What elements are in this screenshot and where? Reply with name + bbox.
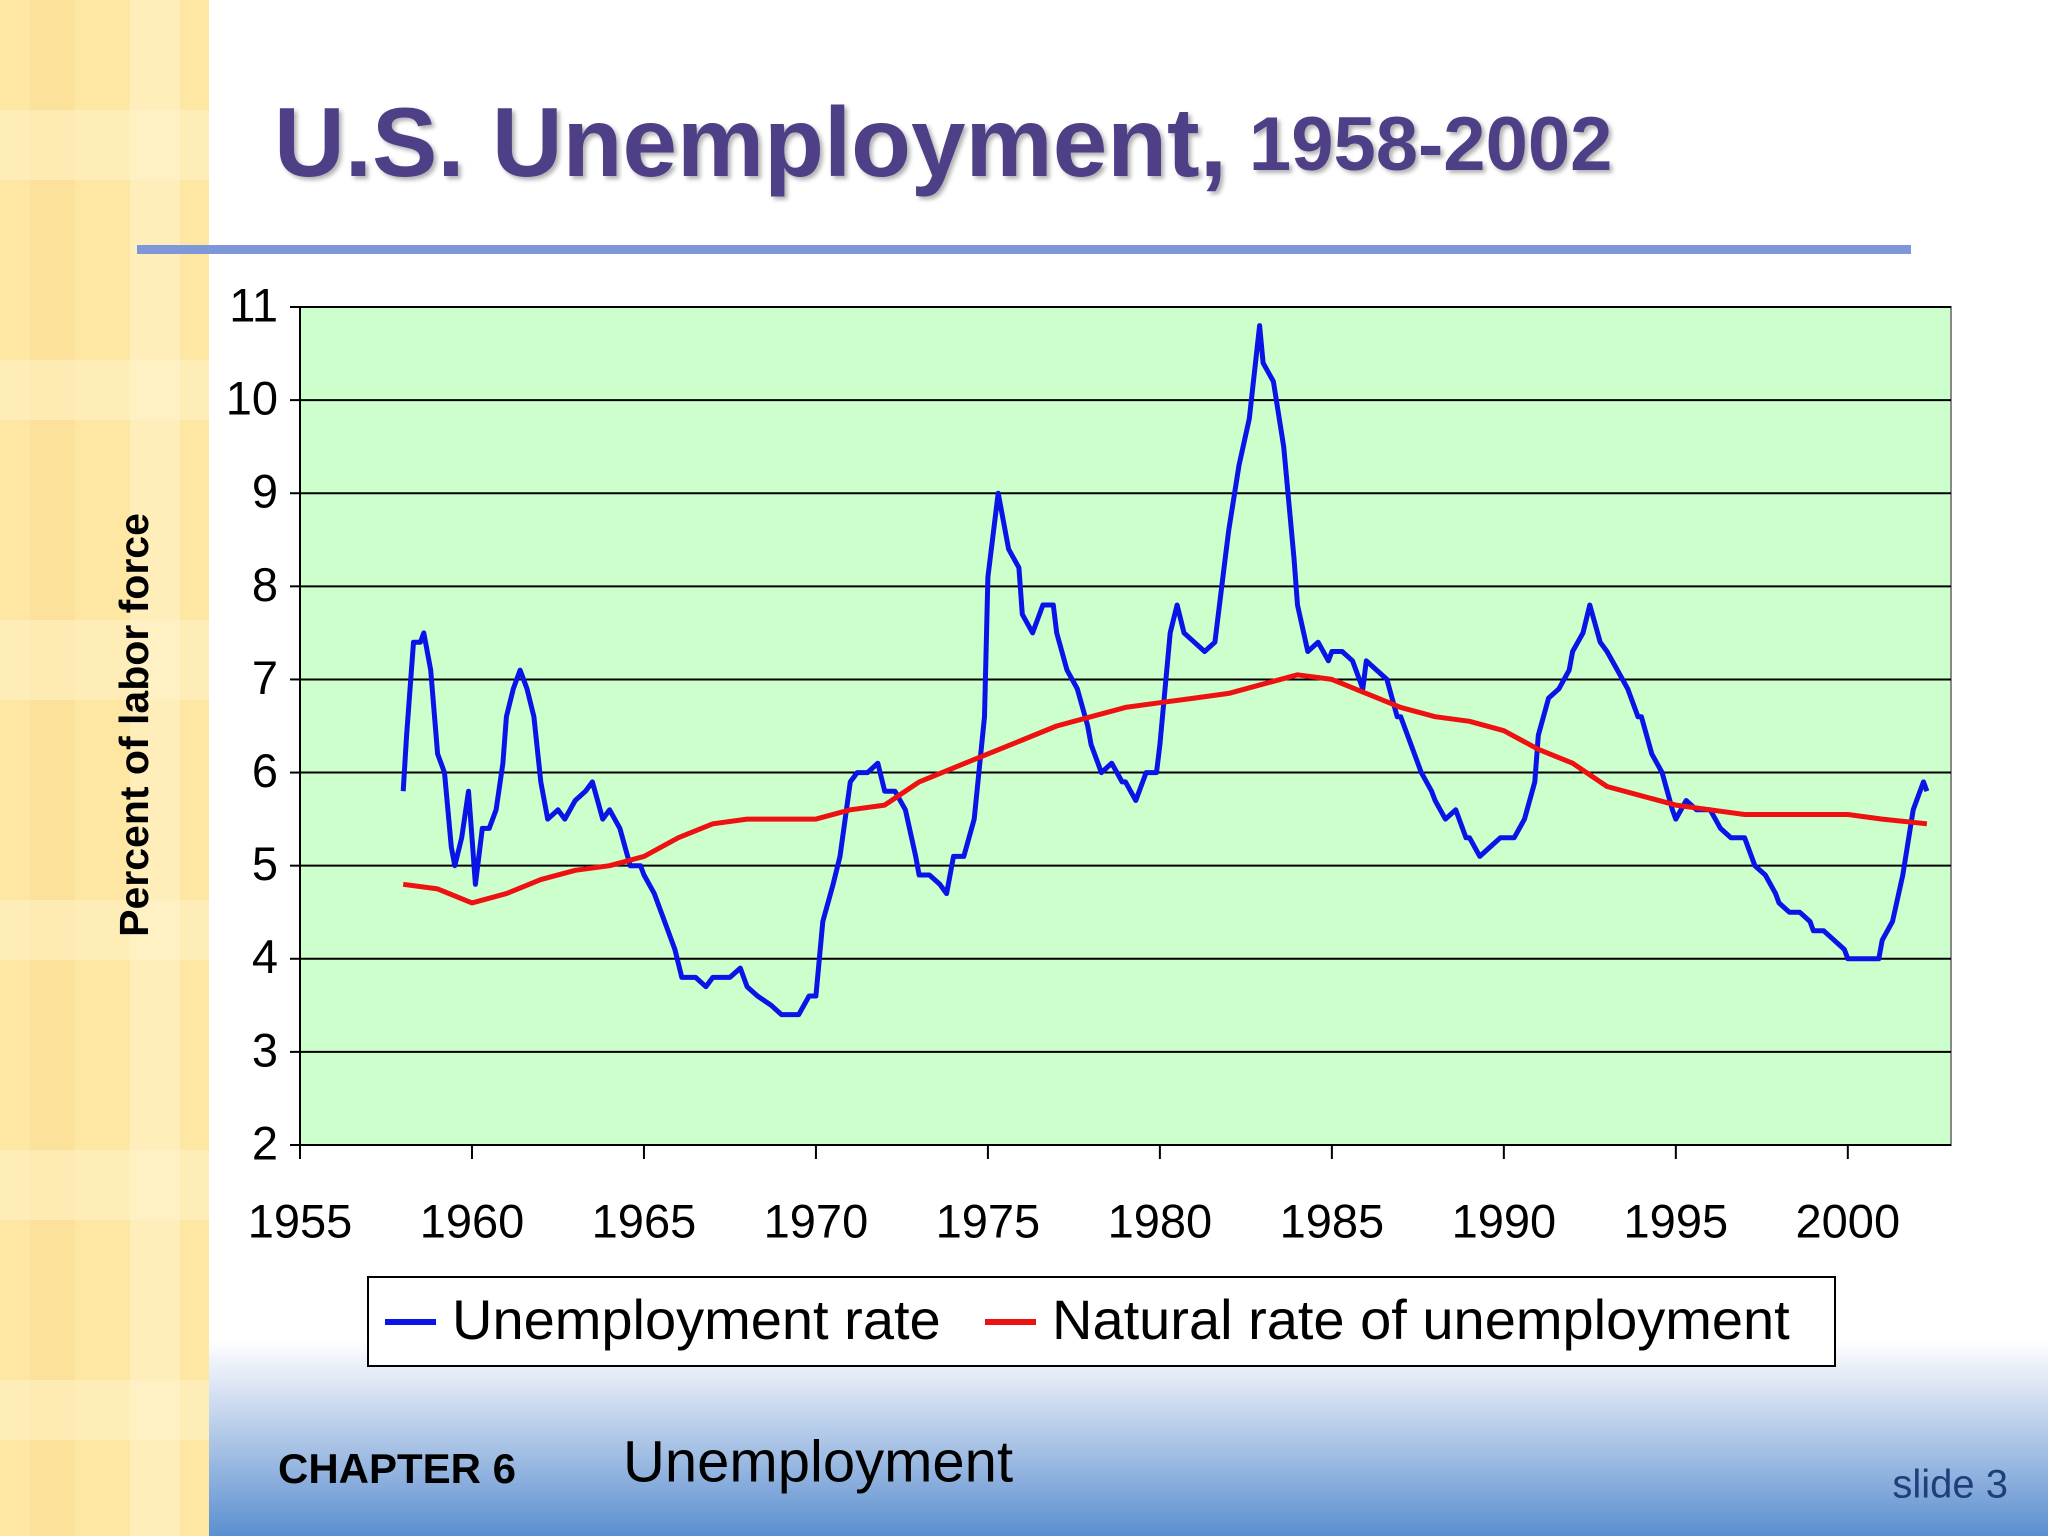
y-tick-label: 11 — [229, 278, 278, 331]
legend-label: Unemployment rate — [452, 1288, 941, 1351]
y-tick-label: 4 — [252, 930, 278, 983]
y-tick-label: 10 — [226, 372, 278, 425]
y-tick-label: 9 — [252, 465, 278, 518]
legend-box — [367, 1276, 1836, 1367]
side-strip — [0, 0, 209, 1536]
footer-chapter: CHAPTER 6 — [278, 1445, 516, 1492]
plot-area — [299, 306, 1952, 1146]
title: U.S. Unemployment, — [274, 87, 1227, 197]
legend-label: Natural rate of unemployment — [1052, 1288, 1790, 1351]
y-tick-label: 8 — [252, 558, 278, 611]
x-tick-label: 1980 — [1108, 1194, 1213, 1247]
y-axis-label: Percent of labor force — [111, 513, 157, 937]
y-tick-label: 6 — [252, 744, 278, 797]
slide-title: U.S. Unemployment, 1958-2002 — [274, 87, 1612, 197]
subtitle: 1958-2002 — [1249, 102, 1612, 187]
footer-topic: Unemployment — [623, 1429, 1013, 1494]
x-tick-label: 1995 — [1624, 1194, 1729, 1247]
x-tick-label: 1965 — [592, 1194, 697, 1247]
y-tick-label: 3 — [252, 1023, 278, 1076]
x-tick-label: 1990 — [1452, 1194, 1557, 1247]
footer-band — [209, 1340, 2048, 1536]
y-tick-label: 5 — [252, 837, 278, 890]
x-tick-label: 1985 — [1280, 1194, 1385, 1247]
title-rule — [137, 245, 1911, 254]
y-tick-label: 2 — [252, 1116, 278, 1169]
footer-slide: slide 3 — [1892, 1463, 2008, 1507]
series-line — [400, 323, 1930, 1018]
y-tick-label: 7 — [252, 651, 278, 704]
x-tick-label: 1970 — [764, 1194, 869, 1247]
legend: Unemployment rate Natural rate of unempl… — [367, 1276, 1836, 1367]
x-tick-label: 1975 — [936, 1194, 1041, 1247]
plot: 2 3 4 5 6 7 8 9 10 11 1955 1960 1965 1970 1975 1980 1985… — [226, 278, 1952, 1247]
x-tick-label: 1960 — [420, 1194, 525, 1247]
series-line — [402, 672, 1928, 906]
x-tick-label: 2000 — [1796, 1194, 1901, 1247]
x-tick-label: 1955 — [248, 1194, 353, 1247]
